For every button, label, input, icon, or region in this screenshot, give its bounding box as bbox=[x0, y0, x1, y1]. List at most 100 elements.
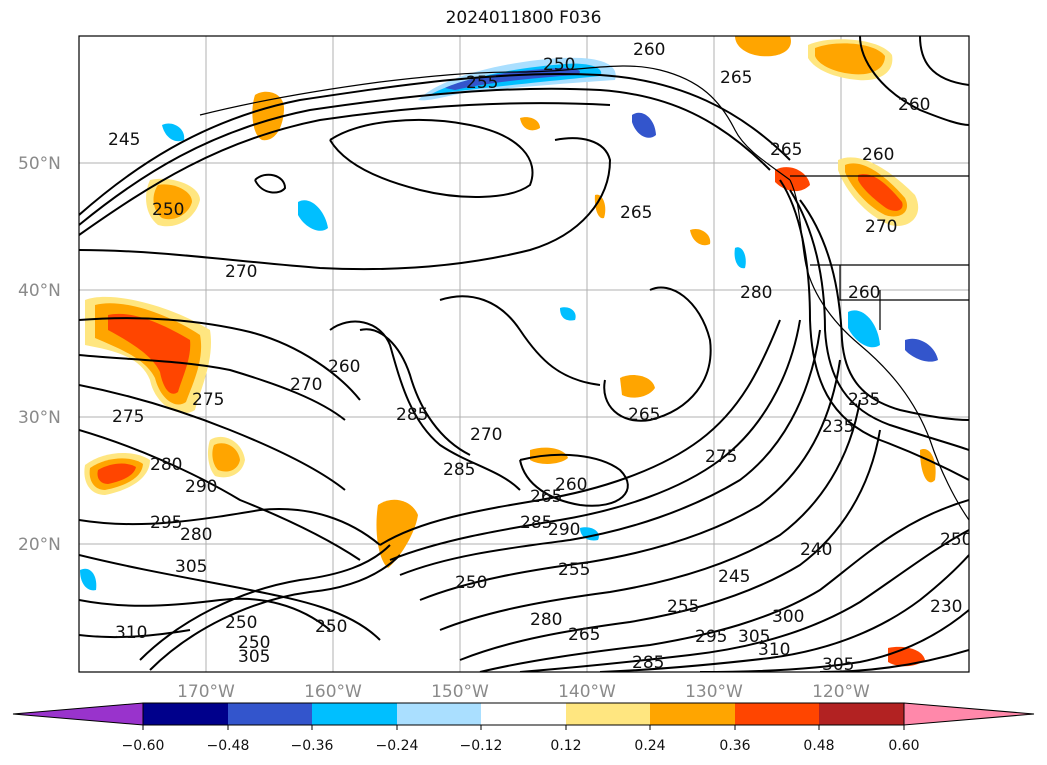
positive-anomaly-patch bbox=[212, 443, 240, 472]
height-contours bbox=[79, 36, 969, 672]
colorbar-segment bbox=[735, 703, 819, 725]
contour-label: 285 bbox=[632, 653, 664, 673]
colorbar-segment bbox=[819, 703, 904, 725]
positive-anomaly-patch bbox=[594, 194, 606, 219]
positive-anomaly-patch bbox=[153, 184, 192, 220]
contour-label: 280 bbox=[530, 610, 562, 630]
contour-label: 260 bbox=[862, 145, 894, 165]
contour-label: 270 bbox=[470, 425, 502, 445]
contour-label: 270 bbox=[225, 262, 257, 282]
longitude-labels: 170°W 160°W 150°W 140°W 130°W 120°W bbox=[177, 682, 870, 702]
map-panel bbox=[79, 36, 969, 672]
contour-label: 300 bbox=[772, 607, 804, 627]
contour-label: 250 bbox=[315, 617, 347, 637]
colorbar-tick-label: −0.48 bbox=[207, 738, 250, 754]
contour-label: 275 bbox=[112, 407, 144, 427]
contour-label: 250 bbox=[238, 633, 270, 653]
lon-label: 170°W bbox=[177, 682, 235, 702]
map-title: 2024011800 F036 bbox=[445, 8, 602, 28]
contour-label: 260 bbox=[328, 357, 360, 377]
lon-label: 150°W bbox=[431, 682, 489, 702]
colorbar-segment bbox=[397, 703, 481, 725]
negative-anomaly-patch bbox=[848, 310, 880, 348]
contour-label: 305 bbox=[175, 557, 207, 577]
contour-label: 245 bbox=[108, 130, 140, 150]
contour-label: 305 bbox=[238, 647, 270, 667]
colorbar-tick-label: 0.24 bbox=[634, 738, 665, 754]
colorbar-ticks bbox=[142, 725, 905, 730]
colorbar-tick-label: 0.48 bbox=[803, 738, 834, 754]
contour-label: 250 bbox=[455, 573, 487, 593]
colorbar-extend-high bbox=[903, 702, 1035, 726]
contour-label: 280 bbox=[740, 283, 772, 303]
contour-label: 310 bbox=[115, 623, 147, 643]
lon-label: 120°W bbox=[812, 682, 870, 702]
contour-label: 295 bbox=[150, 513, 182, 533]
positive-anomaly-patch bbox=[376, 499, 418, 568]
lon-label: 160°W bbox=[304, 682, 362, 702]
positive-anomaly-patch bbox=[858, 174, 903, 211]
colorbar-segment bbox=[481, 703, 566, 725]
lon-label: 130°W bbox=[685, 682, 743, 702]
contour-label: 295 bbox=[695, 627, 727, 647]
contour-label: 265 bbox=[568, 625, 600, 645]
positive-anomaly-patch bbox=[620, 375, 655, 398]
contour-label: 305 bbox=[738, 627, 770, 647]
positive-anomaly-patch bbox=[815, 43, 885, 75]
contour-label: 265 bbox=[628, 405, 660, 425]
colorbar-tick-label: −0.60 bbox=[122, 738, 165, 754]
contour-label: 265 bbox=[620, 203, 652, 223]
colorbar-tick-label: −0.12 bbox=[460, 738, 503, 754]
contour-label: 255 bbox=[466, 73, 498, 93]
lat-label: 40°N bbox=[18, 281, 61, 301]
negative-anomaly-patch bbox=[162, 123, 185, 142]
contour-label: 260 bbox=[898, 95, 930, 115]
positive-anomaly-patch bbox=[690, 228, 711, 246]
contour-label: 235 bbox=[848, 390, 880, 410]
negative-anomaly-patch bbox=[298, 200, 328, 231]
negative-anomaly-patch bbox=[560, 307, 576, 321]
lat-label: 30°N bbox=[18, 408, 61, 428]
contour-label: 265 bbox=[530, 487, 562, 507]
contour-label: 305 bbox=[822, 655, 854, 675]
contour-label: 265 bbox=[720, 68, 752, 88]
contour-labels: 260 250 255 265 260 245 250 265 260 265 … bbox=[108, 40, 969, 675]
contour-label: 290 bbox=[548, 520, 580, 540]
colorbar-tick-label: −0.36 bbox=[291, 738, 334, 754]
contour-label: 260 bbox=[848, 283, 880, 303]
shaded-anomalies bbox=[80, 36, 938, 667]
contour-label: 245 bbox=[718, 567, 750, 587]
contour-label: 230 bbox=[930, 597, 962, 617]
contour-label: 240 bbox=[800, 540, 832, 560]
negative-anomaly-patch bbox=[905, 338, 938, 362]
colorbar-segment bbox=[143, 703, 228, 725]
positive-anomaly-patch bbox=[252, 91, 285, 141]
colorbar-tick-label: 0.60 bbox=[888, 738, 919, 754]
contour-label: 280 bbox=[180, 525, 212, 545]
contour-label: 310 bbox=[758, 640, 790, 660]
contour-label: 285 bbox=[520, 513, 552, 533]
contour-label: 280 bbox=[150, 455, 182, 475]
negative-anomaly-patch bbox=[734, 247, 746, 269]
contour-label: 250 bbox=[543, 55, 575, 75]
contour-label: 285 bbox=[396, 405, 428, 425]
colorbar-extend-low bbox=[12, 702, 144, 726]
graticule bbox=[79, 36, 969, 672]
contour-label: 285 bbox=[443, 460, 475, 480]
lon-label: 140°W bbox=[558, 682, 616, 702]
contour-label: 250 bbox=[152, 200, 184, 220]
positive-anomaly-patch bbox=[520, 117, 540, 131]
colorbar-segment bbox=[566, 703, 650, 725]
colorbar-segment bbox=[312, 703, 397, 725]
negative-anomaly-patch bbox=[80, 568, 97, 591]
positive-anomaly-patch bbox=[97, 463, 136, 484]
contour-label: 255 bbox=[558, 560, 590, 580]
contour-label: 250 bbox=[225, 613, 257, 633]
contour-label: 260 bbox=[633, 40, 665, 60]
colorbar-tick-label: 0.36 bbox=[719, 738, 750, 754]
colorbar-tick-label: −0.24 bbox=[376, 738, 419, 754]
negative-anomaly-patch bbox=[632, 112, 656, 138]
lat-label: 50°N bbox=[18, 154, 61, 174]
colorbar-tick-label: 0.12 bbox=[550, 738, 581, 754]
